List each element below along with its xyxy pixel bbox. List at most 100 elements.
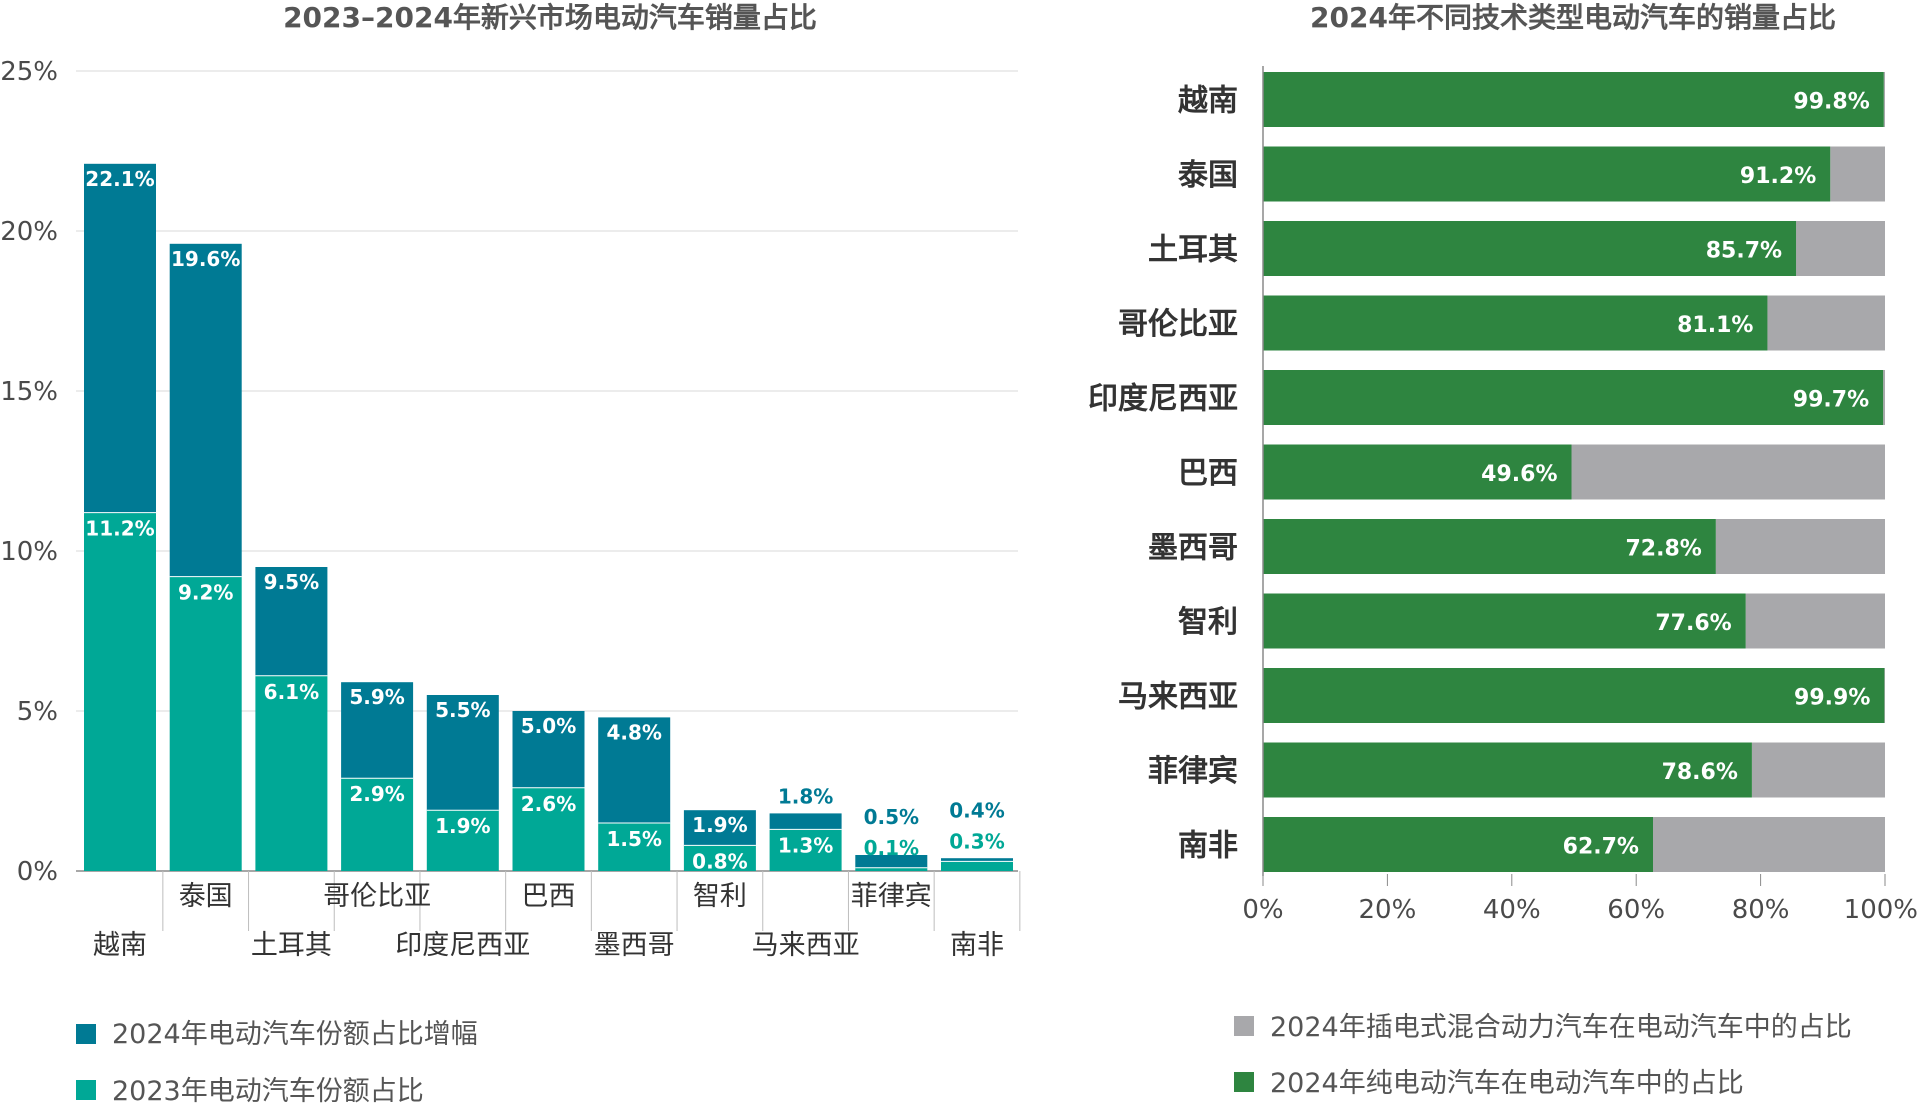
bar-increase-0 xyxy=(84,163,156,513)
bar-increase-8 xyxy=(769,813,842,830)
left-category-label-1: 泰国 xyxy=(179,881,233,912)
bar-2023-6 xyxy=(598,823,671,871)
left-category-label-9: 菲律宾 xyxy=(851,881,932,912)
left-y-axis: 0% 5% 10% 15% 20% 25% xyxy=(0,57,58,887)
bar-phev-7 xyxy=(1745,593,1885,649)
left-category-label-5: 巴西 xyxy=(522,881,576,912)
bar-increase-5 xyxy=(512,711,585,788)
bar-total-label-1: 19.6% xyxy=(171,247,240,271)
bar-phev-10 xyxy=(1652,817,1885,872)
bar-phev-0 xyxy=(1883,72,1885,127)
bar-total-label-2: 9.5% xyxy=(264,570,319,594)
bar-bev-label-3: 81.1% xyxy=(1677,313,1753,338)
left-category-label-0: 越南 xyxy=(93,930,147,961)
bar-bev-label-5: 49.6% xyxy=(1481,462,1557,487)
bar-phev-5 xyxy=(1571,444,1885,500)
legend-swatch-phev xyxy=(1234,1016,1254,1036)
bar-phev-4 xyxy=(1883,370,1885,425)
bar-total-label-7: 1.9% xyxy=(692,813,747,837)
bar-2023-label-7: 0.8% xyxy=(692,849,747,873)
bar-bev-label-4: 99.7% xyxy=(1793,388,1869,413)
bar-total-label-6: 4.8% xyxy=(606,720,661,744)
bar-2023-label-3: 2.9% xyxy=(349,782,404,806)
right-category-label-5: 巴西 xyxy=(1178,456,1238,491)
bar-increase-10 xyxy=(941,858,1013,862)
right-x-tick-label: 100% xyxy=(1844,895,1918,925)
bar-2023-label-1: 9.2% xyxy=(178,581,233,605)
bar-bev-6 xyxy=(1263,519,1716,574)
bar-bev-label-9: 78.6% xyxy=(1662,760,1738,785)
bar-2023-2 xyxy=(255,675,328,871)
bar-2023-10 xyxy=(941,861,1013,871)
bar-increase-4 xyxy=(426,695,499,811)
bar-bev-label-10: 62.7% xyxy=(1563,835,1639,860)
bar-2023-label-4: 1.9% xyxy=(435,814,490,838)
bar-bev-2 xyxy=(1263,221,1797,276)
bar-increase-2 xyxy=(255,567,328,676)
bar-2023-label-8: 1.3% xyxy=(778,833,833,857)
bar-total-label-10: 0.4% xyxy=(949,798,1004,822)
bar-2023-label-0: 11.2% xyxy=(85,517,154,541)
bar-bev-label-0: 99.8% xyxy=(1793,90,1869,115)
bar-bev-7 xyxy=(1263,593,1746,649)
left-y-tick-label: 20% xyxy=(0,217,58,247)
legend-label-bev: 2024年纯电动汽车在电动汽车中的占比 xyxy=(1270,1068,1744,1099)
right-chart: 2024年不同技术类型电动汽车的销量占比 99.8% 越南 91.2% 泰国 85.7%… xyxy=(1088,1,1918,1099)
legend-label-increase: 2024年电动汽车份额占比增幅 xyxy=(112,1019,478,1050)
right-x-tick-label: 20% xyxy=(1359,895,1417,925)
bar-2023-label-2: 6.1% xyxy=(264,680,319,704)
right-category-label-0: 越南 xyxy=(1178,84,1238,119)
left-category-label-7: 智利 xyxy=(693,881,747,912)
right-category-label-8: 马来西亚 xyxy=(1118,680,1238,715)
left-bars: 22.1% 11.2% 19.6% 9.2% 9.5% 6.1% 5.9% 2.9% 5.5% 1… xyxy=(84,163,1013,873)
left-category-label-8: 马来西亚 xyxy=(752,930,860,961)
bar-total-label-8: 1.8% xyxy=(778,784,833,808)
bar-bev-5 xyxy=(1263,444,1572,500)
left-category-label-6: 墨西哥 xyxy=(594,930,675,961)
bar-total-label-5: 5.0% xyxy=(521,714,576,738)
bar-2023-7 xyxy=(683,845,756,871)
bar-phev-8 xyxy=(1884,668,1885,723)
bar-2023-3 xyxy=(341,778,414,871)
right-x-tick-label: 60% xyxy=(1607,895,1665,925)
bar-bev-label-7: 77.6% xyxy=(1655,611,1731,636)
left-y-tick-label: 5% xyxy=(17,697,58,727)
left-y-tick-label: 15% xyxy=(0,377,58,407)
bar-increase-1 xyxy=(169,243,242,577)
bar-2023-9 xyxy=(855,867,928,871)
bar-2023-4 xyxy=(426,810,499,871)
bar-bev-8 xyxy=(1263,668,1885,723)
bar-2023-label-6: 1.5% xyxy=(606,827,661,851)
bar-increase-3 xyxy=(341,682,414,779)
left-y-tick-label: 10% xyxy=(0,537,58,567)
right-category-label-2: 土耳其 xyxy=(1148,233,1238,268)
bar-increase-6 xyxy=(598,717,671,823)
legend-swatch-2023 xyxy=(76,1080,96,1100)
right-x-tick-label: 0% xyxy=(1242,895,1283,925)
bar-2023-8 xyxy=(769,829,842,871)
left-legend: 2024年电动汽车份额占比增幅 2023年电动汽车份额占比 xyxy=(76,1019,478,1107)
bar-phev-2 xyxy=(1796,221,1885,276)
bar-bev-9 xyxy=(1263,742,1752,798)
right-category-label-3: 哥伦比亚 xyxy=(1118,307,1238,342)
right-x-axis: 0% 20% 40% 60% 80% 100% xyxy=(1242,66,1918,925)
bar-bev-0 xyxy=(1263,72,1884,127)
bar-2023-1 xyxy=(169,576,242,871)
left-chart-title: 2023–2024年新兴市场电动汽车销量占比 xyxy=(283,1,817,34)
right-chart-title: 2024年不同技术类型电动汽车的销量占比 xyxy=(1310,1,1836,34)
bar-bev-label-2: 85.7% xyxy=(1706,239,1782,264)
bar-bev-label-8: 99.9% xyxy=(1794,686,1870,711)
left-y-tick-label: 25% xyxy=(0,57,58,87)
bar-total-label-9: 0.5% xyxy=(864,805,919,829)
legend-swatch-increase xyxy=(76,1024,96,1044)
bar-bev-10 xyxy=(1263,817,1653,872)
right-category-label-9: 菲律宾 xyxy=(1148,754,1238,789)
right-x-tick-label: 40% xyxy=(1483,895,1541,925)
bar-2023-0 xyxy=(84,512,156,871)
right-category-label-6: 墨西哥 xyxy=(1148,531,1238,566)
bar-bev-1 xyxy=(1263,146,1831,202)
left-chart: 2023–2024年新兴市场电动汽车销量占比 0%5%10%15%20%25% … xyxy=(0,1,1021,1107)
bar-bev-3 xyxy=(1263,295,1768,351)
